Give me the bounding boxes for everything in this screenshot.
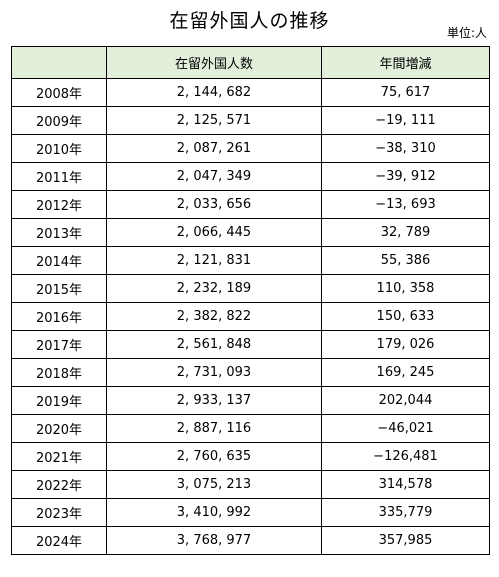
cell-year: 2015年 [11,274,107,303]
cell-resident-count: 2, 760, 635 [106,442,322,471]
cell-year: 2012年 [11,190,107,219]
table-row: 2015年 2, 232, 189 110, 358 [11,274,490,303]
page-title: 在留外国人の推移 [169,10,330,32]
cell-resident-count: 2, 933, 137 [106,386,322,415]
cell-resident-count: 2, 033, 656 [106,190,322,219]
cell-year: 2018年 [11,358,107,387]
cell-resident-count: 2, 125, 571 [106,106,322,135]
cell-resident-count: 2, 087, 261 [106,134,322,163]
cell-year: 2022年 [11,470,107,499]
cell-year: 2014年 [11,246,107,275]
cell-resident-count: 2, 382, 822 [106,302,322,331]
cell-annual-change: −126,481 [321,442,490,471]
cell-annual-change: −19, 111 [321,106,490,135]
foreign-residents-table: 在留外国人数 年間増減 2008年 2, 144, 682 75, 617 2009年… [11,46,490,555]
cell-year: 2010年 [11,134,107,163]
cell-year: 2021年 [11,442,107,471]
cell-year: 2023年 [11,498,107,527]
cell-year: 2020年 [11,414,107,443]
cell-year: 2013年 [11,218,107,247]
cell-annual-change: 335,779 [321,498,490,527]
cell-resident-count: 3, 768, 977 [106,526,322,555]
cell-resident-count: 3, 410, 992 [106,498,322,527]
cell-resident-count: 2, 144, 682 [106,78,322,107]
cell-annual-change: −38, 310 [321,134,490,163]
header-resident-count: 在留外国人数 [106,46,322,79]
table-row: 2018年 2, 731, 093 169, 245 [11,358,490,387]
cell-resident-count: 2, 561, 848 [106,330,322,359]
table-row: 2012年 2, 033, 656 −13, 693 [11,190,490,219]
cell-resident-count: 2, 047, 349 [106,162,322,191]
cell-year: 2019年 [11,386,107,415]
cell-year: 2024年 [11,526,107,555]
cell-resident-count: 2, 121, 831 [106,246,322,275]
cell-annual-change: 55, 386 [321,246,490,275]
table-row: 2009年 2, 125, 571 −19, 111 [11,106,490,135]
table-header-row: 在留外国人数 年間増減 [11,46,490,79]
unit-label: 単位:人 [446,26,487,40]
cell-resident-count: 2, 066, 445 [106,218,322,247]
cell-annual-change: 110, 358 [321,274,490,303]
table-row: 2014年 2, 121, 831 55, 386 [11,246,490,275]
table-row: 2020年 2, 887, 116 −46,021 [11,414,490,443]
table-row: 2023年 3, 410, 992 335,779 [11,498,490,527]
table-row: 2010年 2, 087, 261 −38, 310 [11,134,490,163]
cell-annual-change: 179, 026 [321,330,490,359]
table-row: 2017年 2, 561, 848 179, 026 [11,330,490,359]
header-annual-change: 年間増減 [321,46,490,79]
cell-year: 2009年 [11,106,107,135]
table-row: 2013年 2, 066, 445 32, 789 [11,218,490,247]
table-row: 2008年 2, 144, 682 75, 617 [11,78,490,107]
cell-year: 2008年 [11,78,107,107]
cell-annual-change: −46,021 [321,414,490,443]
cell-annual-change: −39, 912 [321,162,490,191]
table-row: 2024年 3, 768, 977 357,985 [11,526,490,555]
cell-annual-change: 150, 633 [321,302,490,331]
cell-annual-change: 32, 789 [321,218,490,247]
cell-resident-count: 2, 232, 189 [106,274,322,303]
header-year [11,46,107,79]
table-row: 2016年 2, 382, 822 150, 633 [11,302,490,331]
cell-resident-count: 2, 731, 093 [106,358,322,387]
cell-annual-change: 314,578 [321,470,490,499]
cell-year: 2017年 [11,330,107,359]
cell-resident-count: 3, 075, 213 [106,470,322,499]
cell-year: 2016年 [11,302,107,331]
cell-resident-count: 2, 887, 116 [106,414,322,443]
cell-annual-change: 169, 245 [321,358,490,387]
cell-annual-change: 357,985 [321,526,490,555]
cell-year: 2011年 [11,162,107,191]
table-row: 2021年 2, 760, 635 −126,481 [11,442,490,471]
table-row: 2019年 2, 933, 137 202,044 [11,386,490,415]
cell-annual-change: −13, 693 [321,190,490,219]
cell-annual-change: 75, 617 [321,78,490,107]
table-row: 2011年 2, 047, 349 −39, 912 [11,162,490,191]
cell-annual-change: 202,044 [321,386,490,415]
table-row: 2022年 3, 075, 213 314,578 [11,470,490,499]
